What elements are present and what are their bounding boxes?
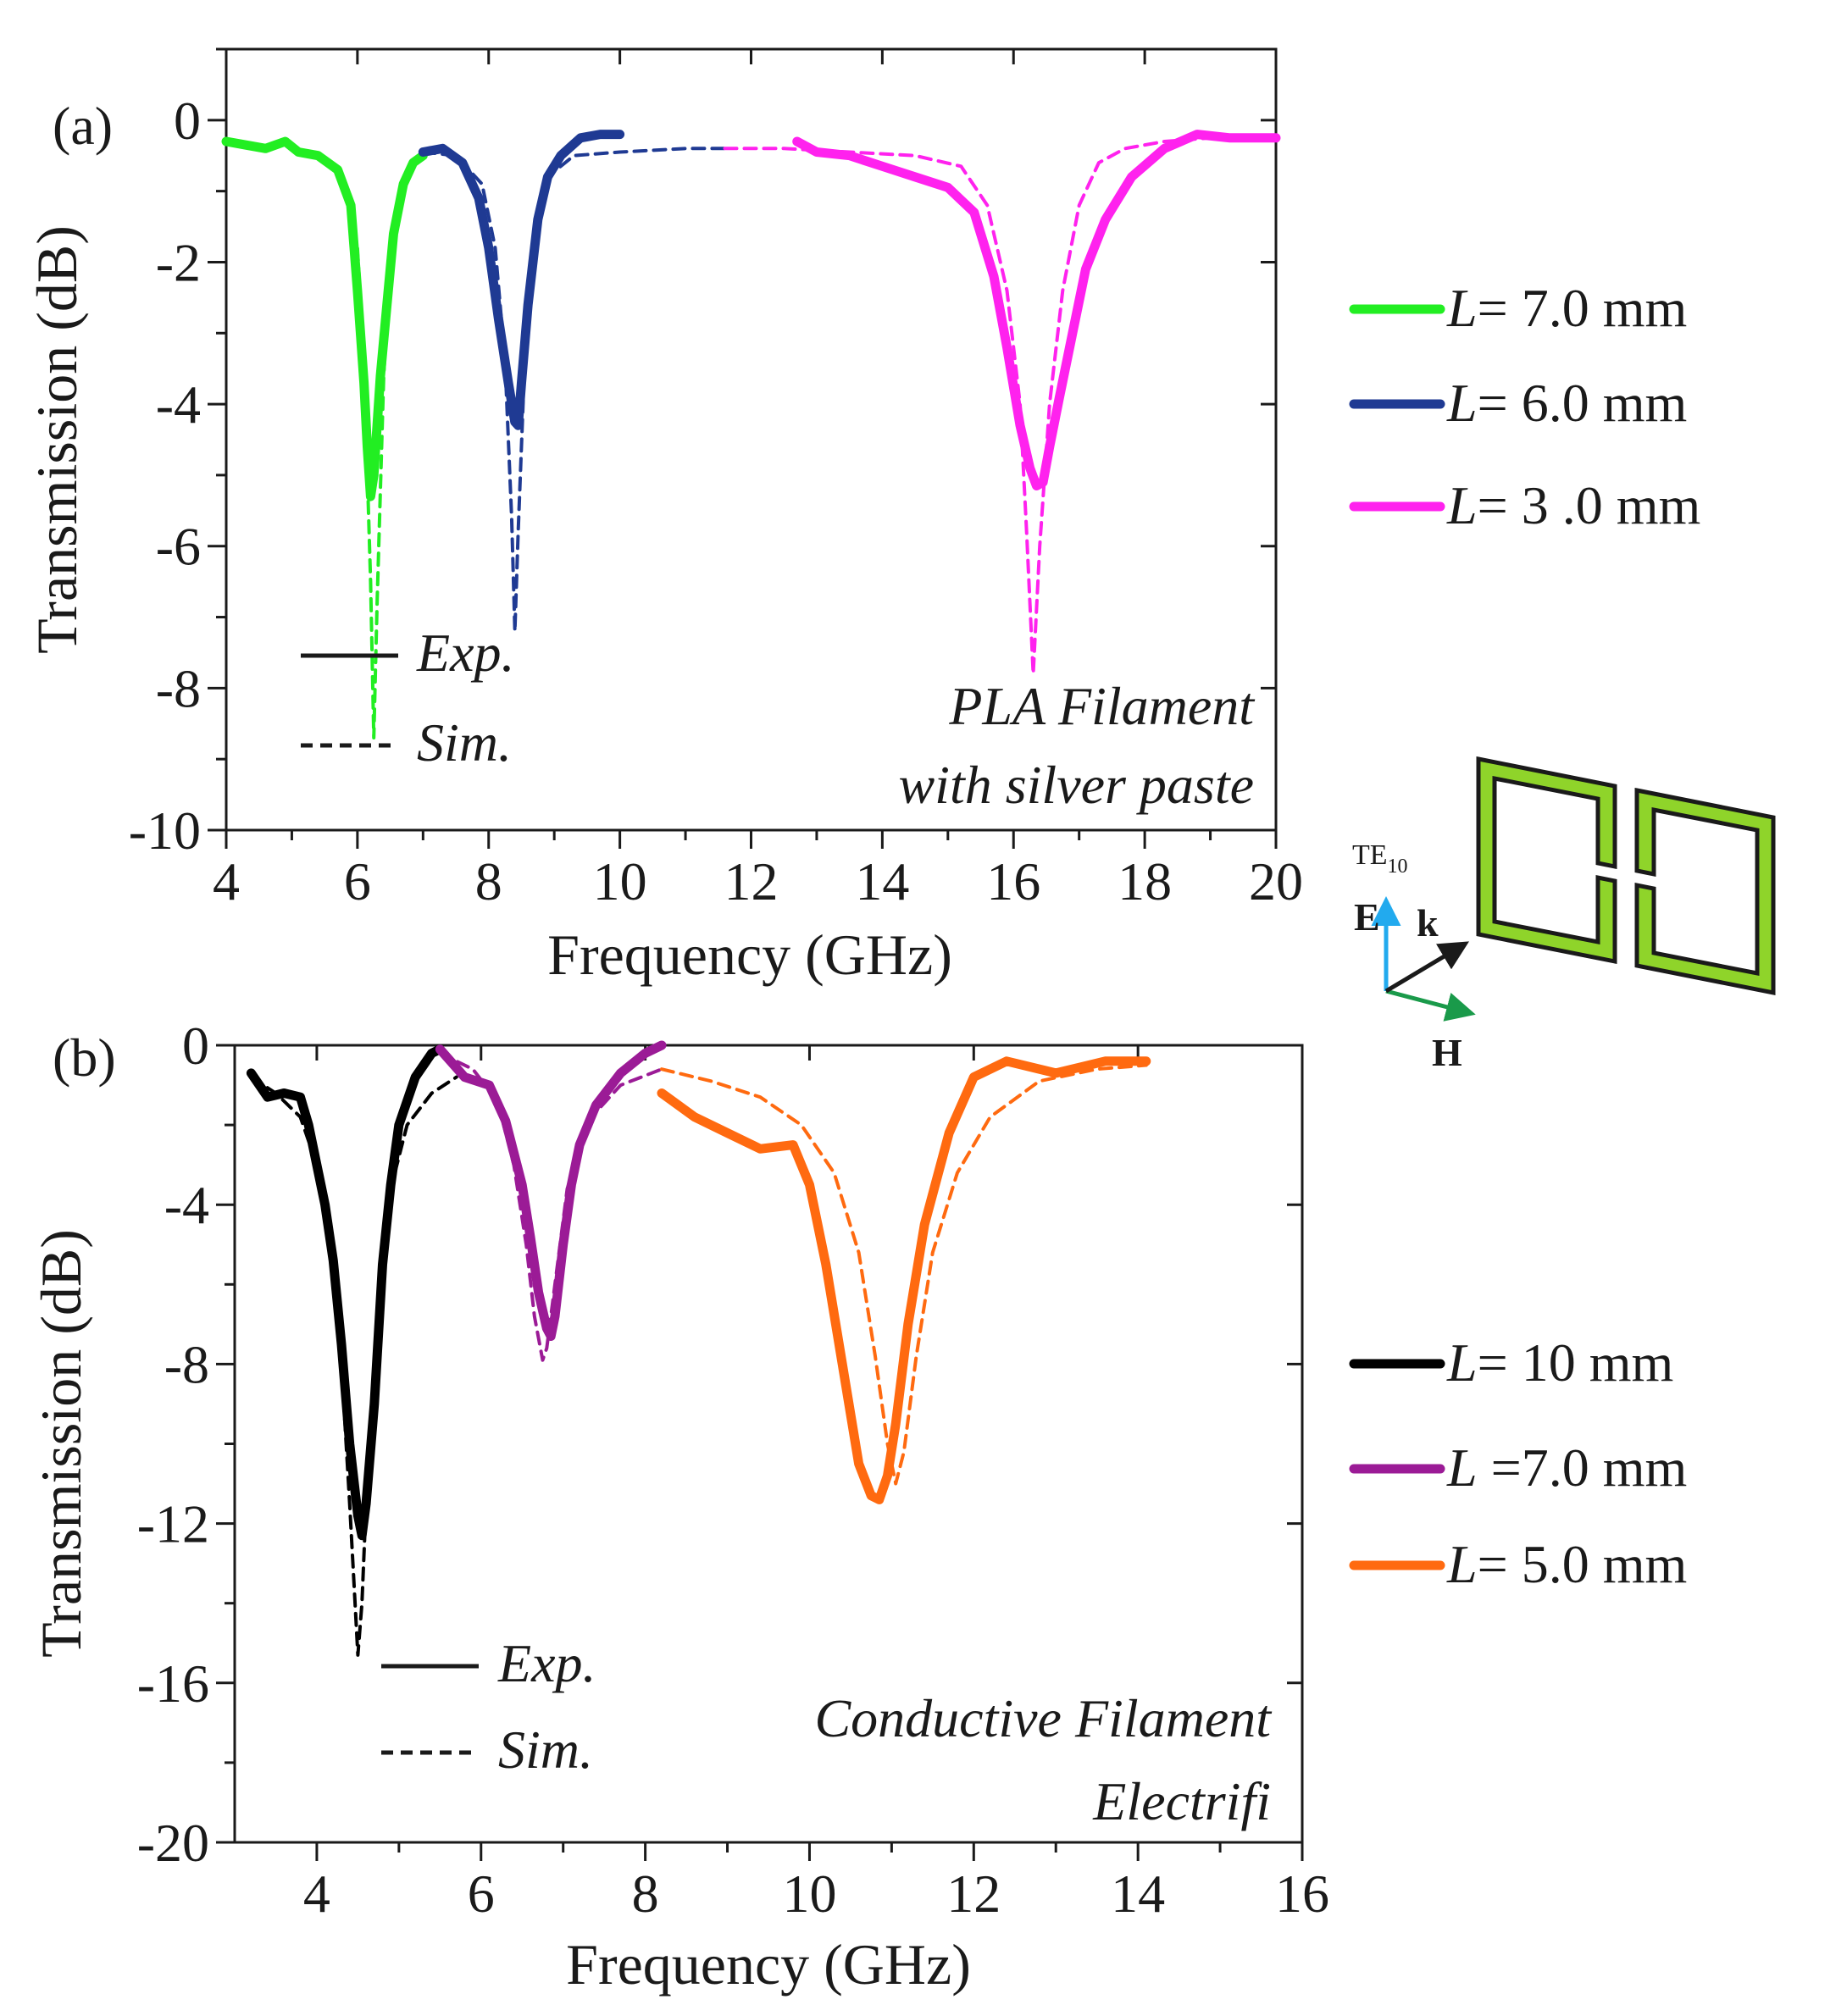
style-legend-label: Exp. bbox=[416, 623, 515, 683]
split-ring-resonator bbox=[1476, 756, 1776, 996]
resonator-left-ring bbox=[1476, 756, 1617, 965]
style-legend-label: Exp. bbox=[497, 1633, 596, 1693]
style-legend-label: Sim. bbox=[417, 712, 512, 773]
y-tick-label: -10 bbox=[129, 800, 201, 861]
y-tick-label: -4 bbox=[156, 374, 201, 435]
annotation-line: with silver paste bbox=[898, 755, 1254, 815]
legend-prefix: L bbox=[1446, 1437, 1478, 1498]
legend-entry: L =7.0 mm bbox=[1446, 1437, 1687, 1498]
x-tick-label: 16 bbox=[986, 851, 1040, 911]
series-sim-2 bbox=[660, 1063, 1148, 1486]
y-tick-label: -8 bbox=[156, 658, 201, 718]
series-sim-1 bbox=[421, 147, 727, 634]
x-tick-label: 14 bbox=[855, 851, 909, 911]
y-tick-label: -2 bbox=[156, 232, 201, 292]
x-tick-label: 8 bbox=[475, 851, 502, 911]
legend-prefix: L bbox=[1446, 1534, 1478, 1594]
legend-entry: L= 3 .0 mm bbox=[1446, 475, 1700, 535]
y-tick-label: -12 bbox=[137, 1494, 209, 1554]
y-tick-label: 0 bbox=[174, 91, 201, 151]
x-tick-label: 10 bbox=[593, 851, 647, 911]
legend-prefix: L bbox=[1446, 373, 1478, 433]
mode-label: TE10 bbox=[1352, 839, 1408, 878]
legend-label: = 6.0 mm bbox=[1478, 373, 1688, 433]
x-tick-label: 10 bbox=[782, 1864, 836, 1924]
y-tick-label: -16 bbox=[137, 1653, 209, 1714]
legend-label: =7.0 mm bbox=[1478, 1437, 1688, 1498]
panel-a: 4 6 8 10 12 14 16 18 20 0 -2 -4 -6 -8 -10 Frequency (GH… bbox=[25, 47, 1700, 987]
legend-label: = 7.0 mm bbox=[1478, 278, 1688, 338]
legend-entry: L= 6.0 mm bbox=[1446, 373, 1687, 433]
legend-entry: L= 7.0 mm bbox=[1446, 278, 1687, 338]
series-exp-1 bbox=[418, 130, 625, 430]
x-tick-label: 6 bbox=[344, 851, 371, 911]
legend-entry: L= 10 mm bbox=[1446, 1332, 1673, 1393]
annotation-line: PLA Filament bbox=[948, 676, 1256, 736]
legend-prefix: L bbox=[1446, 278, 1478, 338]
y-tick-label: -6 bbox=[156, 517, 201, 577]
x-axis-title: Frequency (GHz) bbox=[566, 1932, 971, 1997]
x-tick-label: 8 bbox=[632, 1864, 659, 1924]
x-tick-label: 12 bbox=[724, 851, 779, 911]
x-tick-label: 16 bbox=[1275, 1864, 1329, 1924]
field-orientation-inset: TE10 E k H bbox=[1352, 756, 1776, 1074]
e-field-label: E bbox=[1354, 895, 1380, 939]
x-tick-label: 4 bbox=[303, 1864, 330, 1924]
series-sim-2 bbox=[723, 136, 1278, 676]
panel-label: (a) bbox=[53, 96, 113, 156]
h-field-arrow bbox=[1385, 989, 1476, 1022]
legend-prefix: L bbox=[1446, 475, 1478, 535]
y-tick-label: -8 bbox=[164, 1334, 209, 1394]
annotation-line: Electrifi bbox=[1092, 1771, 1271, 1831]
panel-label: (b) bbox=[53, 1027, 116, 1088]
x-tick-label: 6 bbox=[468, 1864, 495, 1924]
y-tick-label: -4 bbox=[164, 1175, 209, 1235]
panel-b: 4 6 8 10 12 14 16 0 -4 -8 -12 -16 -20 Frequency (GHz)… bbox=[29, 1016, 1687, 1997]
legend-entry: L= 5.0 mm bbox=[1446, 1534, 1687, 1594]
legend-label: = 10 mm bbox=[1478, 1332, 1674, 1393]
y-axis-title: Transmission (dB) bbox=[25, 225, 89, 654]
series-exp-2 bbox=[792, 130, 1281, 490]
series-sim-0 bbox=[249, 1075, 458, 1657]
series-exp-0 bbox=[246, 1044, 445, 1541]
x-tick-label: 12 bbox=[946, 1864, 1001, 1924]
y-tick-label: 0 bbox=[182, 1016, 209, 1076]
x-axis-title: Frequency (GHz) bbox=[547, 922, 952, 987]
legend-prefix: L bbox=[1446, 1332, 1478, 1393]
y-tick-label: -20 bbox=[137, 1813, 209, 1873]
x-tick-label: 4 bbox=[213, 851, 240, 911]
y-axis-title: Transmission (dB) bbox=[29, 1229, 93, 1658]
legend-label: = 3 .0 mm bbox=[1478, 475, 1701, 535]
x-tick-label: 20 bbox=[1249, 851, 1303, 911]
series-exp-0 bbox=[221, 136, 428, 501]
annotation-line: Conductive Filament bbox=[814, 1688, 1273, 1748]
resonator-right-ring bbox=[1634, 787, 1776, 996]
series-exp-2 bbox=[657, 1056, 1151, 1504]
x-tick-label: 14 bbox=[1111, 1864, 1165, 1924]
style-legend-label: Sim. bbox=[498, 1720, 593, 1780]
k-vector-arrow bbox=[1384, 941, 1470, 994]
k-vector-label: k bbox=[1417, 901, 1439, 944]
series-exp-1 bbox=[435, 1040, 667, 1341]
legend-label: = 5.0 mm bbox=[1478, 1534, 1688, 1594]
x-tick-label: 18 bbox=[1118, 851, 1172, 911]
h-field-label: H bbox=[1432, 1031, 1462, 1074]
